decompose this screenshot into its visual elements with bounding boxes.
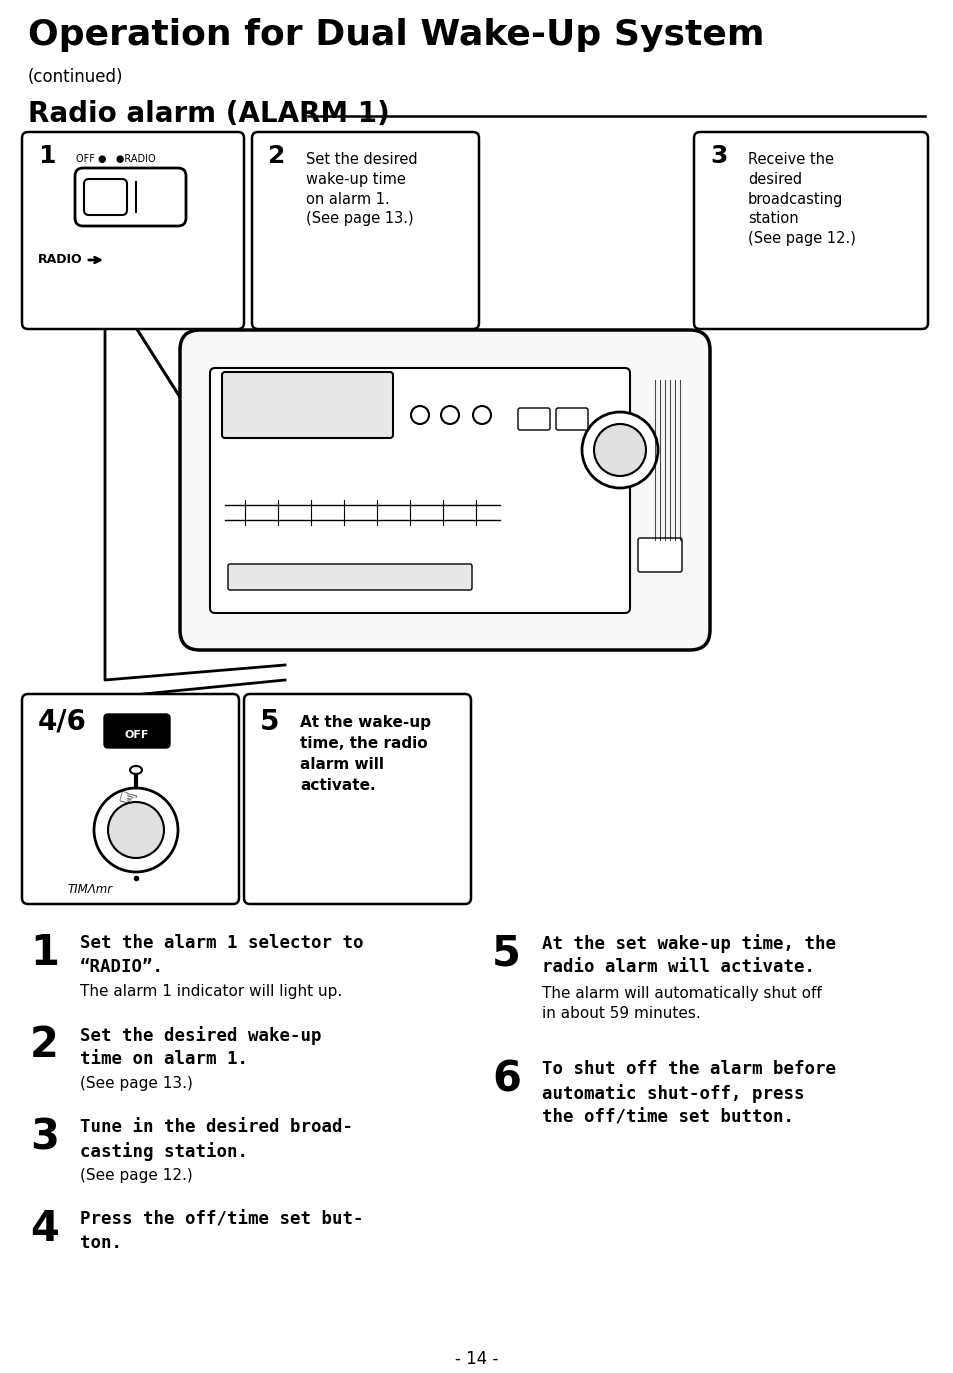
Text: 5: 5	[260, 708, 279, 736]
FancyBboxPatch shape	[210, 368, 629, 612]
Text: 4/6: 4/6	[38, 708, 87, 736]
Text: At the set wake-up time, the: At the set wake-up time, the	[541, 934, 835, 953]
Text: 1: 1	[38, 144, 55, 168]
FancyBboxPatch shape	[228, 564, 472, 590]
Text: TIMΛmr: TIMΛmr	[68, 883, 112, 897]
Text: ☞: ☞	[113, 788, 138, 813]
FancyBboxPatch shape	[84, 178, 127, 216]
FancyBboxPatch shape	[104, 714, 170, 748]
FancyBboxPatch shape	[517, 408, 550, 430]
Circle shape	[473, 406, 491, 424]
FancyBboxPatch shape	[556, 408, 587, 430]
FancyBboxPatch shape	[693, 132, 927, 330]
Text: Receive the
desired
broadcasting
station
(See page 12.): Receive the desired broadcasting station…	[747, 152, 855, 246]
Text: in about 59 minutes.: in about 59 minutes.	[541, 1006, 700, 1022]
FancyBboxPatch shape	[244, 693, 471, 903]
FancyBboxPatch shape	[252, 132, 478, 330]
Text: Set the alarm 1 selector to: Set the alarm 1 selector to	[80, 934, 363, 951]
FancyBboxPatch shape	[180, 330, 709, 649]
Text: the off/time set button.: the off/time set button.	[541, 1108, 793, 1126]
FancyBboxPatch shape	[222, 372, 393, 438]
Circle shape	[594, 424, 645, 476]
Text: Operation for Dual Wake-Up System: Operation for Dual Wake-Up System	[28, 18, 763, 52]
Circle shape	[108, 802, 164, 858]
FancyBboxPatch shape	[75, 168, 186, 227]
FancyBboxPatch shape	[22, 693, 239, 903]
Text: At the wake-up
time, the radio
alarm will
activate.: At the wake-up time, the radio alarm wil…	[299, 715, 431, 794]
FancyBboxPatch shape	[22, 132, 244, 330]
Text: (See page 12.): (See page 12.)	[80, 1168, 193, 1184]
Text: 2: 2	[268, 144, 285, 168]
Text: OFF: OFF	[125, 730, 149, 740]
Ellipse shape	[130, 766, 142, 774]
Text: (See page 13.): (See page 13.)	[80, 1076, 193, 1092]
Text: The alarm 1 indicator will light up.: The alarm 1 indicator will light up.	[80, 984, 342, 1000]
Text: 2: 2	[30, 1024, 59, 1065]
Text: The alarm will automatically shut off: The alarm will automatically shut off	[541, 986, 821, 1001]
Text: Tune in the desired broad-: Tune in the desired broad-	[80, 1118, 353, 1135]
Text: OFF ●   ●RADIO: OFF ● ●RADIO	[76, 154, 155, 163]
Text: - 14 -: - 14 -	[455, 1350, 498, 1368]
Text: RADIO: RADIO	[38, 253, 83, 266]
Text: 6: 6	[492, 1059, 520, 1100]
FancyBboxPatch shape	[638, 538, 681, 573]
Circle shape	[440, 406, 458, 424]
Text: Press the off/time set but-: Press the off/time set but-	[80, 1210, 363, 1227]
Text: (continued): (continued)	[28, 69, 123, 86]
Text: 5: 5	[492, 932, 520, 973]
Text: radio alarm will activate.: radio alarm will activate.	[541, 958, 814, 976]
Text: 4: 4	[30, 1208, 59, 1249]
Circle shape	[581, 412, 658, 487]
Text: casting station.: casting station.	[80, 1142, 248, 1162]
Text: “RADIO”.: “RADIO”.	[80, 958, 164, 976]
Circle shape	[94, 788, 178, 872]
Text: Radio alarm (ALARM 1): Radio alarm (ALARM 1)	[28, 100, 390, 128]
Text: Set the desired
wake-up time
on alarm 1.
(See page 13.): Set the desired wake-up time on alarm 1.…	[306, 152, 417, 227]
Text: 3: 3	[709, 144, 726, 168]
Text: time on alarm 1.: time on alarm 1.	[80, 1050, 248, 1068]
Text: To shut off the alarm before: To shut off the alarm before	[541, 1060, 835, 1078]
Text: ton.: ton.	[80, 1234, 122, 1252]
Text: 1: 1	[30, 932, 59, 973]
Circle shape	[411, 406, 429, 424]
Text: automatic shut-off, press: automatic shut-off, press	[541, 1085, 803, 1103]
Text: Set the desired wake-up: Set the desired wake-up	[80, 1026, 321, 1045]
Text: 3: 3	[30, 1116, 59, 1157]
